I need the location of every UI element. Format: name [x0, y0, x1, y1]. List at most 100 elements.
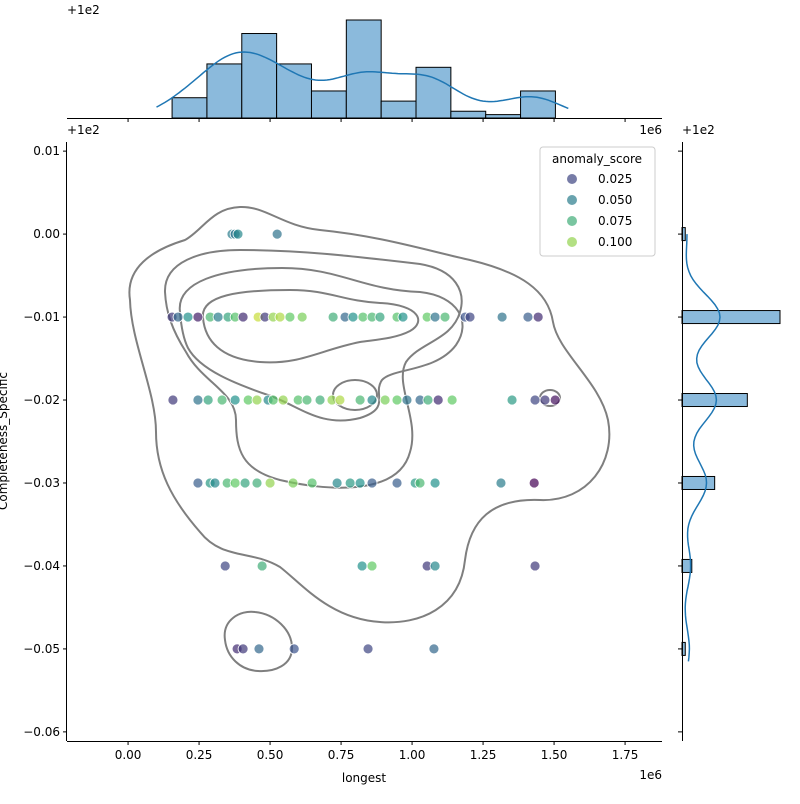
scatter-point — [288, 643, 300, 655]
y-tick-label: 0.01 — [33, 144, 60, 158]
scatter-point — [256, 560, 268, 572]
legend-marker — [567, 174, 577, 184]
scatter-point — [414, 477, 426, 489]
top-hist-bar — [380, 100, 417, 119]
y-tick-label: −0.06 — [23, 725, 60, 739]
kde-contour-2 — [163, 248, 463, 489]
top-hist-bar — [415, 66, 452, 119]
scatter-point — [216, 394, 228, 406]
scatter-point — [528, 477, 540, 489]
scatter-point — [401, 394, 413, 406]
scatter-point — [237, 311, 249, 323]
scatter-point — [356, 560, 368, 572]
scatter-point — [232, 228, 244, 240]
scatter-point — [446, 394, 458, 406]
scatter-point — [271, 228, 283, 240]
right-hist-y-offset-label: +1e2 — [682, 123, 715, 137]
top-hist-bar — [485, 114, 522, 119]
legend-label: 0.025 — [598, 172, 632, 186]
scatter-point — [172, 311, 184, 323]
scatter-point — [362, 643, 374, 655]
top-hist-bar — [345, 19, 382, 119]
scatter-point — [495, 477, 507, 489]
scatter-point — [192, 311, 204, 323]
top-hist-bar — [241, 33, 278, 119]
right-hist-bar — [681, 393, 748, 408]
scatter-point — [429, 477, 441, 489]
scatter-point — [347, 311, 359, 323]
y-axis-ticks: 0.01 0.00 −0.01 −0.02 −0.03 −0.04 −0.05 −0.06 — [23, 144, 67, 739]
scatter-point — [192, 477, 204, 489]
x-tick-label: 0.75 — [328, 748, 355, 762]
legend-label: 0.100 — [598, 235, 632, 249]
scatter-point — [366, 394, 378, 406]
right-hist-ticks — [678, 150, 682, 733]
scatter-point — [284, 311, 296, 323]
scatter-point — [296, 311, 308, 323]
scatter-point — [219, 560, 231, 572]
scatter-point — [464, 311, 476, 323]
x-axis-label: longest — [342, 771, 387, 785]
scatter-point — [344, 477, 356, 489]
top-hist-y-offset-label: +1e2 — [67, 3, 100, 17]
scatter-point — [267, 394, 279, 406]
legend-marker — [567, 216, 577, 226]
scatter-point — [306, 477, 318, 489]
scatter-point — [314, 394, 326, 406]
x-tick-label: 0.00 — [115, 748, 142, 762]
legend: anomaly_score 0.025 0.050 0.075 0.100 — [539, 146, 656, 257]
scatter-point — [229, 477, 241, 489]
y-axis-label: Completeness_Specific — [0, 372, 10, 510]
scatter-point — [391, 394, 403, 406]
kde-contour-outer — [128, 205, 611, 624]
y-tick-label: 0.00 — [33, 227, 60, 241]
scatter-point — [529, 560, 541, 572]
scatter-point — [354, 394, 366, 406]
y-tick-label: −0.03 — [23, 476, 60, 490]
scatter-point — [432, 394, 444, 406]
top-hist-ticks — [127, 118, 626, 122]
y-offset-label: +1e2 — [67, 123, 100, 137]
right-hist-bar — [681, 310, 781, 325]
scatter-point — [251, 477, 263, 489]
kde-contour-3 — [178, 266, 464, 422]
top-hist-x-offset-label: 1e6 — [639, 123, 662, 137]
scatter-point — [506, 394, 518, 406]
scatter-point — [202, 394, 214, 406]
y-tick-label: −0.04 — [23, 559, 60, 573]
scatter-point — [354, 477, 366, 489]
scatter-point — [209, 477, 221, 489]
scatter-point — [366, 560, 378, 572]
scatter-point — [357, 311, 369, 323]
scatter-point — [429, 560, 441, 572]
x-tick-label: 0.25 — [186, 748, 213, 762]
scatter-point — [439, 311, 451, 323]
top-marginal-histogram — [156, 19, 569, 119]
scatter-point — [366, 477, 378, 489]
scatter-point — [496, 311, 508, 323]
kde-contours — [128, 205, 611, 673]
top-hist-bar — [450, 110, 487, 119]
scatter-point — [374, 311, 386, 323]
y-tick-label: −0.01 — [23, 310, 60, 324]
scatter-points — [166, 228, 561, 655]
scatter-point — [529, 394, 541, 406]
scatter-point — [429, 311, 441, 323]
top-hist-bar — [310, 90, 347, 119]
right-marginal-histogram — [681, 227, 781, 662]
top-hist-bar — [171, 97, 208, 119]
legend-label: 0.050 — [598, 193, 632, 207]
scatter-point — [301, 394, 313, 406]
scatter-point — [277, 394, 289, 406]
x-tick-label: 1.25 — [470, 748, 497, 762]
scatter-point — [212, 311, 224, 323]
x-tick-label: 1.50 — [541, 748, 568, 762]
y-tick-label: −0.05 — [23, 642, 60, 656]
right-kde-line — [684, 234, 721, 662]
legend-marker — [567, 195, 577, 205]
kde-contour-bottom — [223, 610, 294, 673]
scatter-point — [331, 477, 343, 489]
scatter-point — [379, 394, 391, 406]
scatter-point — [397, 311, 409, 323]
